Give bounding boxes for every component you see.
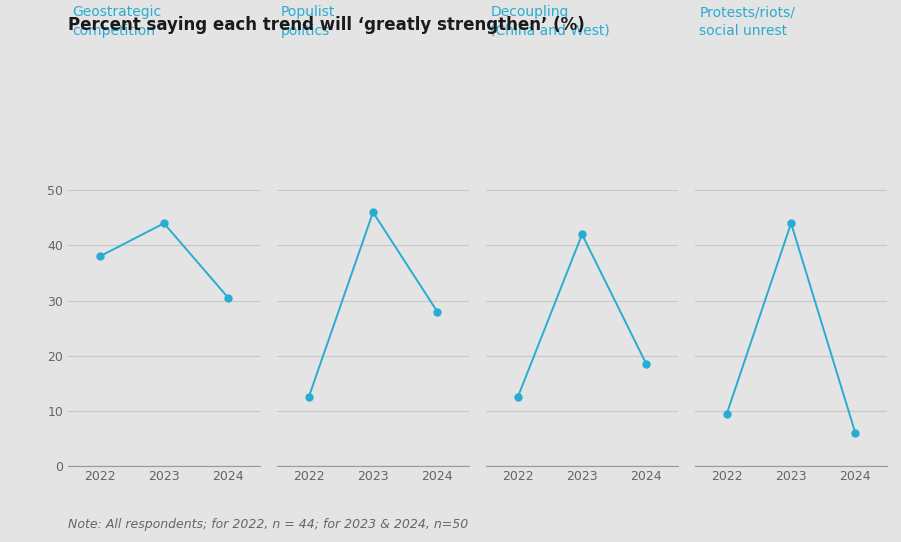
Text: Note: All respondents; for 2022, n = 44; for 2023 & 2024, n=50: Note: All respondents; for 2022, n = 44;… (68, 518, 468, 531)
Text: Percent saying each trend will ‘greatly strengthen’ (%): Percent saying each trend will ‘greatly … (68, 16, 585, 34)
Text: Protests/riots/
social unrest: Protests/riots/ social unrest (699, 5, 795, 38)
Text: Populist
politics: Populist politics (281, 5, 335, 38)
Text: Decoupling
(China and West): Decoupling (China and West) (490, 5, 610, 38)
Text: Geostrategic
competition: Geostrategic competition (72, 5, 161, 38)
